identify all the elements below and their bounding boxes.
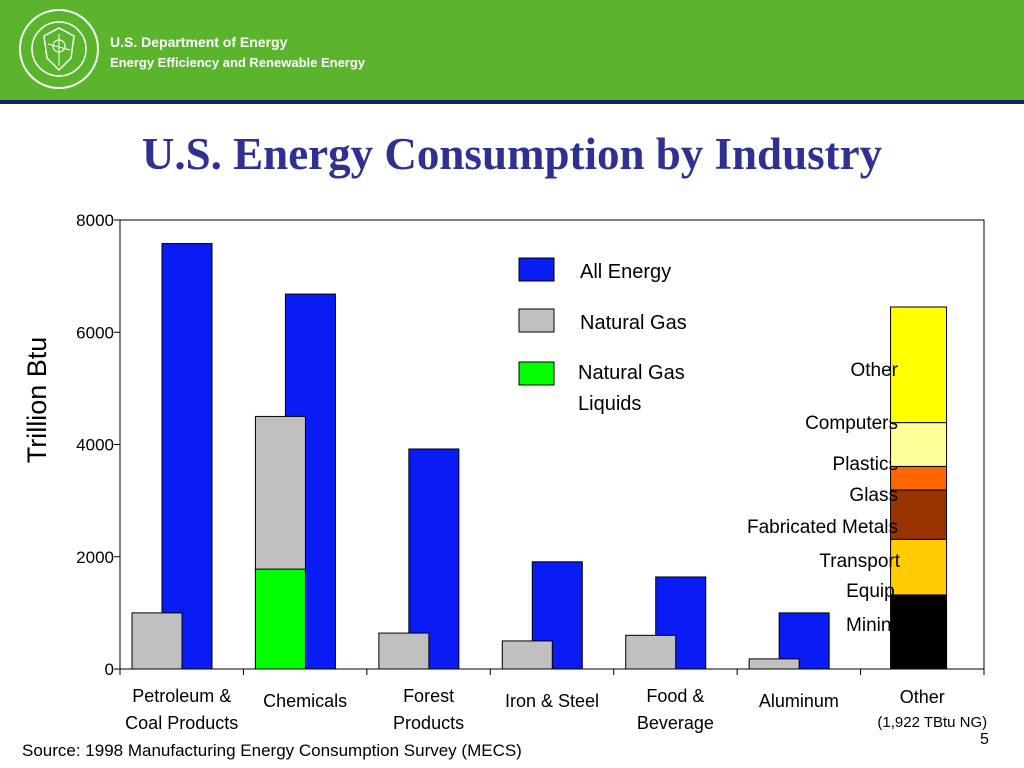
y-tick-label: 0 [105, 660, 114, 679]
doe-seal-logo [19, 9, 99, 89]
bar-natural-gas [748, 658, 800, 670]
stack-label: Plastics [833, 454, 898, 475]
stack-label: Glass [849, 485, 898, 506]
stack-segment [890, 594, 948, 670]
legend-label: Liquids [578, 393, 641, 415]
stack-label: Transport [819, 551, 900, 572]
stack-segment [890, 465, 948, 491]
bar-all-energy [778, 612, 830, 670]
bar-natural-gas [625, 634, 677, 670]
y-tick-label: 4000 [76, 436, 114, 455]
header-divider [0, 100, 1024, 104]
category-label: Food & [646, 686, 704, 706]
stack-segment [890, 489, 948, 540]
category-label-line2: Products [393, 713, 464, 733]
category-label: Chemicals [263, 691, 347, 711]
legend-label: Natural Gas [580, 312, 687, 334]
bar-all-energy [408, 448, 460, 670]
legend-label: Natural Gas [578, 362, 685, 384]
bar-natural-gas [378, 632, 430, 670]
bar-natural-gas [501, 640, 553, 670]
category-label: Iron & Steel [505, 691, 599, 711]
header-banner [0, 0, 1024, 100]
source-note: Source: 1998 Manufacturing Energy Consum… [22, 741, 522, 760]
y-tick-label: 8000 [76, 211, 114, 230]
category-label: Other [900, 687, 945, 707]
page-number: 5 [980, 731, 989, 748]
stack-label: Fabricated Metals [747, 517, 898, 538]
legend-swatch [518, 257, 555, 282]
legend-swatch [518, 361, 555, 386]
category-label: Aluminum [759, 691, 839, 711]
org-subtitle: Energy Efficiency and Renewable Energy [110, 55, 366, 70]
category-label: Forest [403, 686, 454, 706]
y-tick-label: 2000 [76, 548, 114, 567]
y-tick-label: 6000 [76, 323, 114, 342]
category-label-line2: Beverage [637, 713, 714, 733]
category-label-line2: (1,922 TBtu NG) [877, 714, 987, 731]
y-axis-label: Trillion Btu [22, 337, 52, 464]
category-label: Petroleum & [132, 686, 231, 706]
legend-swatch [518, 308, 555, 333]
stack-label: Equip. [846, 581, 900, 602]
stack-segment [890, 422, 948, 467]
bar-natural-gas-liquids [254, 568, 306, 670]
stack-label: Computers [805, 413, 898, 434]
slide-title: U.S. Energy Consumption by Industry [141, 129, 883, 179]
org-name: U.S. Department of Energy [110, 34, 288, 50]
bar-all-energy [161, 243, 213, 670]
stack-label: Mining [846, 615, 902, 636]
legend-label: All Energy [580, 261, 671, 283]
bar-natural-gas [131, 612, 183, 670]
stack-segment [890, 306, 948, 424]
category-label-line2: Coal Products [125, 713, 238, 733]
stack-label: Other [850, 360, 898, 381]
stack-segment [890, 538, 948, 596]
